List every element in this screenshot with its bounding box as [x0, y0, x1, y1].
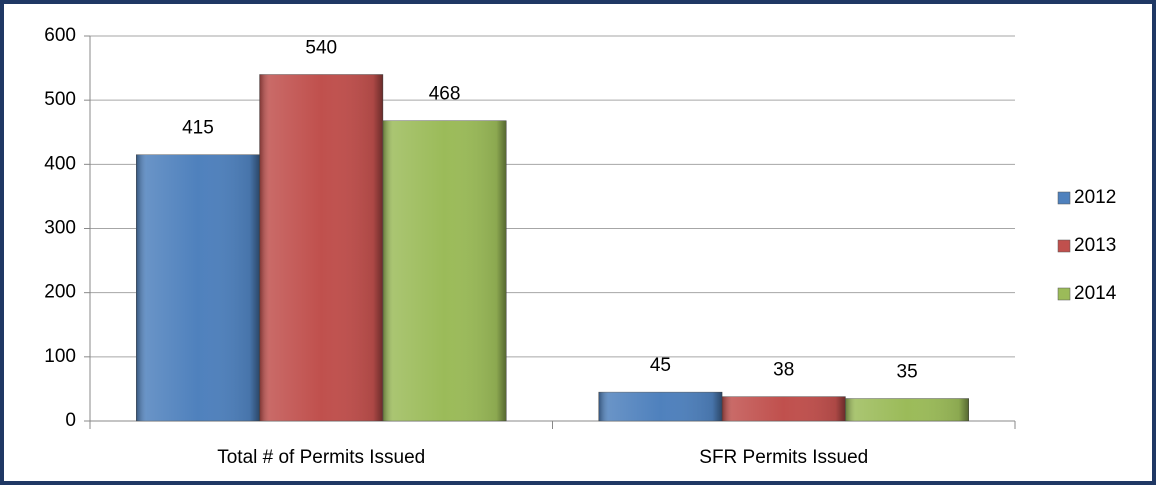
- y-tick-label: 0: [65, 410, 76, 431]
- y-tick-label: 500: [44, 89, 76, 110]
- bar-shade: [382, 120, 507, 421]
- y-tick-label: 600: [44, 25, 76, 46]
- data-label: 468: [429, 84, 461, 105]
- x-tick-label: Total # of Permits Issued: [217, 447, 425, 468]
- data-label: 415: [182, 118, 214, 139]
- bar-shade: [136, 154, 260, 422]
- bar-shade: [845, 398, 969, 421]
- legend-label: 2014: [1074, 283, 1117, 304]
- y-tick-label: 100: [44, 346, 76, 367]
- legend-swatch: [1057, 191, 1071, 205]
- data-label: 540: [305, 38, 337, 59]
- y-tick-label: 400: [44, 153, 76, 174]
- bar-shade: [259, 74, 383, 421]
- legend-swatch: [1057, 239, 1071, 253]
- x-tick-label: SFR Permits Issued: [699, 447, 868, 468]
- data-label: 38: [773, 360, 794, 381]
- bar-shade: [722, 396, 846, 421]
- y-tick-label: 300: [44, 218, 76, 239]
- y-tick-label: 200: [44, 282, 76, 303]
- legend-label: 2012: [1074, 187, 1116, 208]
- legend-swatch: [1057, 287, 1071, 301]
- legend-label: 2013: [1074, 235, 1116, 256]
- bar-shade: [598, 392, 723, 421]
- data-label: 35: [897, 362, 918, 383]
- data-label: 45: [650, 355, 671, 376]
